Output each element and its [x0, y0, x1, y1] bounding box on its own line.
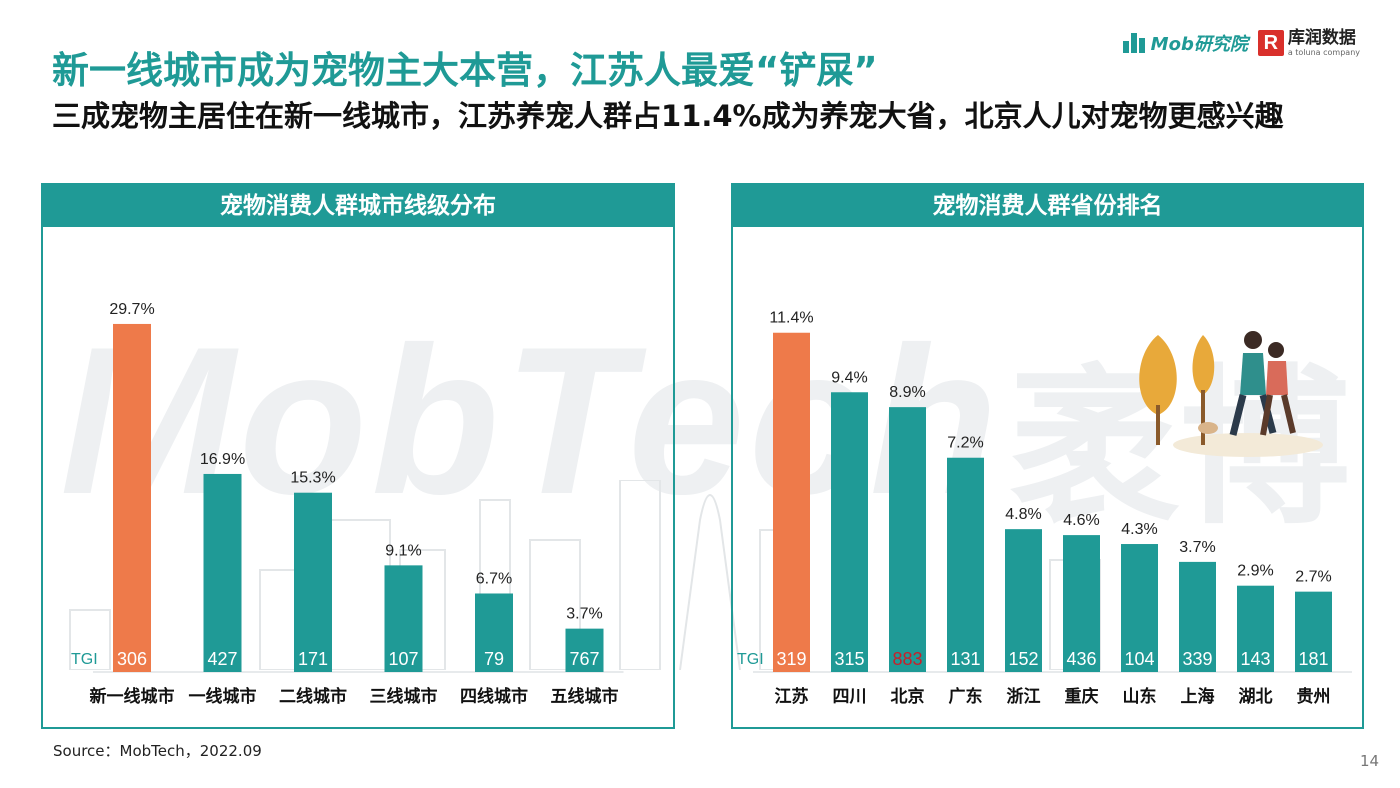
tgi-value: 152	[1008, 649, 1038, 669]
tgi-value: 104	[1124, 649, 1154, 669]
province-panel-title: 宠物消费人群省份排名	[733, 185, 1362, 227]
bar	[1121, 544, 1158, 672]
bar-value-label: 2.9%	[1237, 563, 1273, 580]
page-number: 14	[1360, 752, 1380, 770]
tgi-value: 767	[569, 649, 599, 669]
city-tier-chart: TGI 29.7% 306 新一线城市 16.9% 427 一线城市 15.3% 171 二线城市…	[71, 301, 624, 707]
tgi-axis-label: TGI	[737, 651, 764, 668]
bar-value-label: 8.9%	[889, 384, 925, 401]
mob-logo-label: Mob研究院	[1150, 34, 1248, 55]
category-tick-label: 一线城市	[189, 686, 257, 707]
tgi-value: 306	[117, 649, 147, 669]
tgi-value: 315	[834, 649, 864, 669]
bar	[947, 457, 984, 672]
category-tick-label: 浙江	[1007, 686, 1041, 707]
tgi-value: 143	[1240, 649, 1270, 669]
tgi-value: 427	[207, 649, 237, 669]
category-tick-label: 北京	[891, 686, 925, 707]
bar	[773, 332, 810, 672]
kantar-logo-label: 库润数据	[1287, 27, 1356, 48]
tgi-value: 883	[892, 649, 922, 669]
province-chart: TGI 11.4% 319 江苏 9.4% 315 四川 8.9% 883 北京 7.2% 131 广东…	[737, 310, 1352, 707]
building-icon	[1122, 33, 1147, 53]
tgi-value: 107	[388, 649, 418, 669]
source-note: Source：MobTech，2022.09	[53, 742, 262, 760]
tgi-value: 181	[1298, 649, 1328, 669]
bar-value-label: 6.7%	[476, 570, 512, 587]
category-tick-label: 上海	[1181, 686, 1215, 707]
tgi-value: 131	[950, 649, 980, 669]
bar-value-label: 9.1%	[385, 542, 421, 559]
bar-value-label: 4.8%	[1005, 506, 1041, 523]
tgi-value: 319	[776, 649, 806, 669]
bar	[475, 593, 513, 672]
category-tick-label: 四川	[833, 687, 867, 707]
kantar-r-icon: R	[1257, 30, 1284, 56]
category-tick-label: 贵州	[1297, 686, 1331, 707]
category-tick-label: 江苏	[775, 686, 809, 707]
tgi-value: 339	[1182, 649, 1212, 669]
kantar-logo-sub: a toluna company	[1287, 47, 1360, 57]
category-tick-label: 重庆	[1065, 686, 1099, 707]
category-tick-label: 四线城市	[460, 686, 528, 707]
bar	[384, 565, 423, 672]
bar	[1063, 535, 1100, 672]
category-tick-label: 湖北	[1239, 687, 1273, 707]
bar-value-label: 4.6%	[1063, 512, 1099, 529]
province-panel: 宠物消费人群省份排名 TGI 11.4% 319 江苏 9.4% 315 四川 8.9% 883…	[731, 183, 1364, 729]
category-tick-label: 二线城市	[279, 686, 347, 707]
bar-value-label: 11.4%	[769, 310, 813, 327]
category-tick-label: 五线城市	[551, 686, 619, 707]
kantar-logo: R 库润数据 a toluna company	[1257, 27, 1360, 57]
bar-value-label: 15.3%	[290, 470, 335, 487]
city-tier-panel: 宠物消费人群城市线级分布 TGI 29.7% 306 新一线城市 16.9% 427 一线城…	[41, 183, 675, 729]
category-tick-label: 新一线城市	[90, 686, 175, 707]
bar-value-label: 16.9%	[200, 451, 245, 468]
tgi-value: 436	[1066, 649, 1096, 669]
bar	[113, 323, 151, 672]
city-tier-panel-title: 宠物消费人群城市线级分布	[43, 185, 673, 227]
bar	[294, 492, 332, 672]
logo-area: Mob研究院 R 库润数据 a toluna company	[1122, 26, 1360, 60]
bar	[1179, 561, 1216, 672]
bar	[831, 392, 868, 672]
bar	[1237, 585, 1274, 672]
bar-value-label: 2.7%	[1295, 569, 1331, 586]
bar-value-label: 3.7%	[566, 606, 602, 623]
tgi-value: 79	[484, 649, 504, 669]
page-title: 新一线城市成为宠物主大本营，江苏人最爱“铲屎”	[52, 49, 878, 92]
bar	[1295, 591, 1332, 672]
category-tick-label: 三线城市	[370, 686, 438, 707]
bar	[565, 628, 604, 672]
couple-walking-dog-illustration	[1139, 331, 1323, 457]
bar	[1005, 529, 1042, 672]
category-tick-label: 广东	[949, 686, 983, 707]
tgi-value: 171	[298, 649, 328, 669]
page-subtitle: 三成宠物主居住在新一线城市，江苏养宠人群占11.4%成为养宠大省，北京人儿对宠物…	[52, 99, 1284, 133]
bar-value-label: 9.4%	[831, 369, 867, 386]
bar-value-label: 7.2%	[947, 435, 983, 452]
mob-logo: Mob研究院	[1122, 30, 1248, 56]
bar-value-label: 4.3%	[1121, 521, 1157, 538]
bar	[889, 407, 926, 672]
tgi-axis-label: TGI	[71, 651, 98, 668]
bar-value-label: 29.7%	[109, 301, 154, 318]
bar	[203, 473, 242, 672]
category-tick-label: 山东	[1123, 686, 1157, 707]
bar-value-label: 3.7%	[1179, 539, 1215, 556]
